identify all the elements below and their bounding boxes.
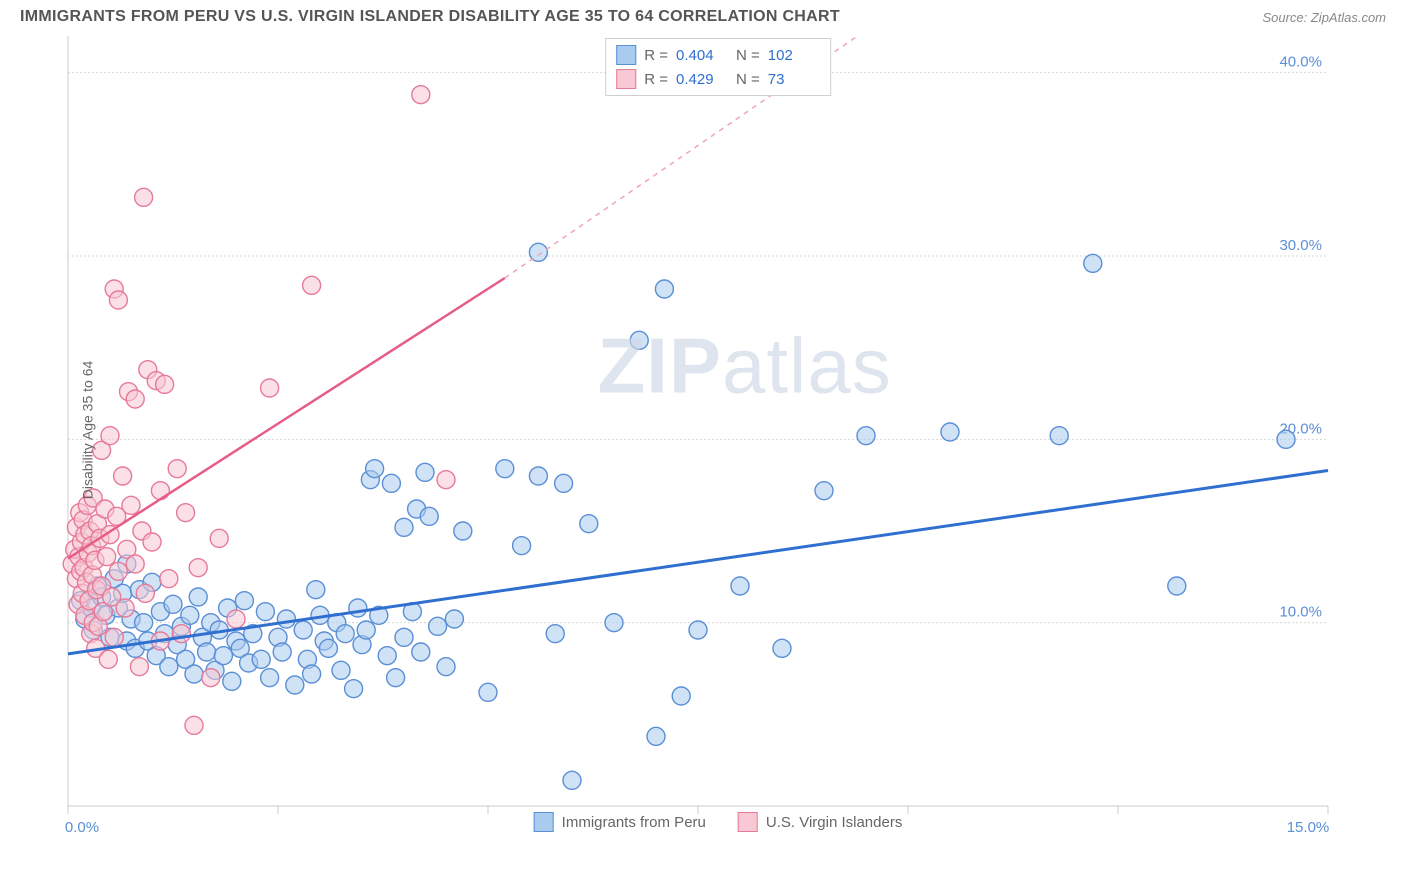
correlation-legend: R = 0.404 N = 102 R = 0.429 N = 73: [605, 38, 831, 96]
legend-swatch-pink: [616, 69, 636, 89]
svg-text:0.0%: 0.0%: [65, 819, 99, 836]
legend-r-label: R =: [644, 71, 668, 88]
svg-text:40.0%: 40.0%: [1279, 54, 1322, 71]
chart-title: IMMIGRANTS FROM PERU VS U.S. VIRGIN ISLA…: [20, 8, 840, 26]
legend-n-value-pink: 73: [768, 71, 820, 88]
legend-swatch-blue: [616, 45, 636, 65]
y-axis-label: Disability Age 35 to 64: [79, 361, 95, 500]
series-legend: Immigrants from Peru U.S. Virgin Islande…: [534, 812, 903, 832]
legend-r-value-pink: 0.429: [676, 71, 728, 88]
source-label: Source: ZipAtlas.com: [1262, 10, 1386, 25]
svg-text:30.0%: 30.0%: [1279, 237, 1322, 254]
legend-r-label: R =: [644, 47, 668, 64]
scatter-chart: 10.0%20.0%30.0%40.0%0.0%15.0%: [50, 30, 1370, 840]
svg-text:10.0%: 10.0%: [1279, 604, 1322, 621]
legend-label-pink: U.S. Virgin Islanders: [766, 814, 902, 831]
legend-n-value-blue: 102: [768, 47, 820, 64]
svg-text:15.0%: 15.0%: [1287, 819, 1330, 836]
legend-swatch-pink: [738, 812, 758, 832]
legend-n-label: N =: [736, 71, 760, 88]
legend-n-label: N =: [736, 47, 760, 64]
legend-swatch-blue: [534, 812, 554, 832]
legend-label-blue: Immigrants from Peru: [562, 814, 706, 831]
legend-r-value-blue: 0.404: [676, 47, 728, 64]
